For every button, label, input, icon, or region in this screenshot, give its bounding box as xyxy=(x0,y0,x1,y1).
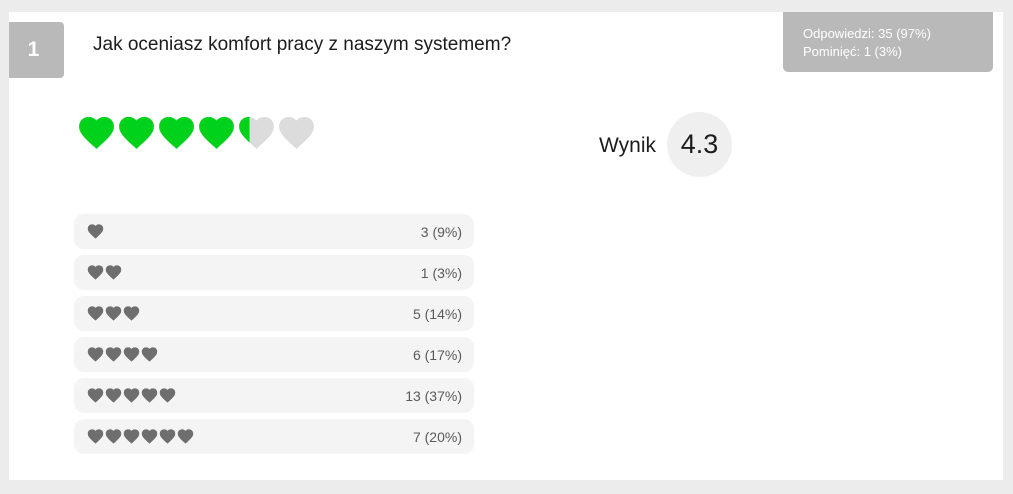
score-value: 4.3 xyxy=(667,112,732,177)
heart-icon xyxy=(141,429,158,444)
distribution-row: 13 (37%) xyxy=(74,378,474,413)
answers-count: Odpowiedzi: 35 (97%) xyxy=(803,26,931,41)
row-hearts xyxy=(87,265,122,280)
heart-icon xyxy=(87,224,104,239)
heart-icon xyxy=(123,306,140,321)
question-number: 1 xyxy=(9,22,64,78)
heart-icon xyxy=(159,116,194,149)
row-hearts xyxy=(87,347,158,362)
heart-icon xyxy=(87,306,104,321)
rating-distribution: 3 (9%) 1 (3%) 5 (14%) 6 (17%) 13 (37%) 7 (20%… xyxy=(74,214,474,460)
heart-icon xyxy=(123,429,140,444)
heart-icon xyxy=(123,347,140,362)
row-count: 3 (9%) xyxy=(420,223,462,240)
heart-icon xyxy=(105,265,122,280)
distribution-row: 5 (14%) xyxy=(74,296,474,331)
heart-icon xyxy=(105,388,122,403)
heart-icon xyxy=(239,116,274,149)
heart-icon xyxy=(79,116,114,149)
heart-icon xyxy=(141,347,158,362)
heart-icon xyxy=(199,116,234,149)
heart-icon xyxy=(119,116,154,149)
heart-icon xyxy=(105,347,122,362)
distribution-row: 6 (17%) xyxy=(74,337,474,372)
heart-icon xyxy=(87,265,104,280)
distribution-row: 1 (3%) xyxy=(74,255,474,290)
row-hearts xyxy=(87,224,104,239)
heart-icon xyxy=(87,347,104,362)
row-count: 6 (17%) xyxy=(412,346,462,363)
row-hearts xyxy=(87,306,140,321)
question-card: 1 Jak oceniasz komfort pracy z naszym sy… xyxy=(9,12,1003,480)
score-label: Wynik xyxy=(599,134,656,157)
heart-icon xyxy=(105,306,122,321)
row-count: 1 (3%) xyxy=(420,264,462,281)
row-count: 5 (14%) xyxy=(412,305,462,322)
question-text: Jak oceniasz komfort pracy z naszym syst… xyxy=(93,34,512,55)
row-hearts xyxy=(87,388,176,403)
response-stats: Odpowiedzi: 35 (97%) Pominięć: 1 (3%) xyxy=(783,12,993,72)
heart-icon xyxy=(159,429,176,444)
heart-icon xyxy=(177,429,194,444)
row-count: 7 (20%) xyxy=(412,428,462,445)
skipped-count: Pominięć: 1 (3%) xyxy=(803,44,902,59)
distribution-row: 7 (20%) xyxy=(74,419,474,454)
row-hearts xyxy=(87,429,194,444)
row-count: 13 (37%) xyxy=(405,387,462,404)
heart-icon xyxy=(123,388,140,403)
heart-icon xyxy=(105,429,122,444)
heart-icon xyxy=(87,429,104,444)
heart-icon xyxy=(141,388,158,403)
average-rating-hearts xyxy=(78,116,315,150)
heart-icon xyxy=(159,388,176,403)
distribution-row: 3 (9%) xyxy=(74,214,474,249)
heart-icon xyxy=(279,116,314,149)
heart-icon xyxy=(87,388,104,403)
